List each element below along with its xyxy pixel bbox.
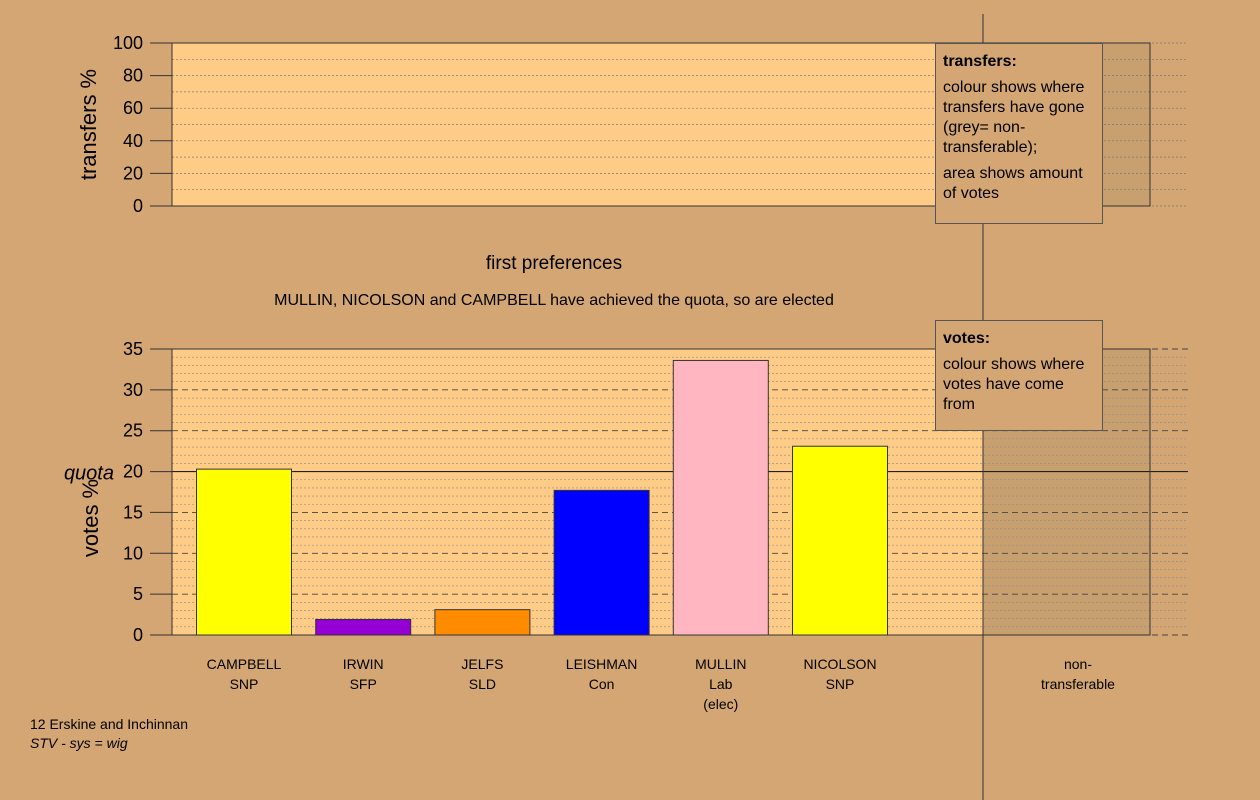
transfers-panel: 0 20 40 60 80 100 transfers % — [76, 33, 1188, 216]
bar-nicolson — [792, 445, 888, 636]
transfers-y-tick: 40 — [123, 131, 143, 151]
x-tick-label-nontransferable: transferable — [1041, 676, 1115, 692]
bar-leishman — [553, 489, 650, 636]
votes-y-tick: 10 — [123, 543, 143, 563]
footer: 12 Erskine and Inchinnan STV - sys = wig — [30, 715, 188, 753]
transfers-legend-title: transfers: — [943, 53, 1017, 70]
votes-y-label: votes % — [78, 479, 103, 557]
bar-campbell — [196, 468, 292, 636]
bar-mullin — [672, 359, 769, 636]
x-tick-label: Con — [589, 676, 615, 692]
votes-y-tick: 30 — [123, 380, 143, 400]
votes-y-tick: 20 — [123, 462, 143, 482]
transfers-y-label: transfers % — [76, 69, 101, 180]
x-tick-label: SFP — [350, 676, 377, 692]
transfers-legend: transfers: colour shows where transfers … — [935, 43, 1103, 224]
x-tick-label: SNP — [230, 676, 259, 692]
x-tick-label-nontransferable: non- — [1064, 656, 1092, 672]
transfers-y-tick: 80 — [123, 66, 143, 86]
x-tick-label: MULLIN — [695, 656, 746, 672]
x-tick-label: (elec) — [703, 696, 738, 712]
chart-title: first preferences — [486, 253, 622, 274]
votes-legend-title: votes: — [943, 330, 991, 347]
ward-name: 12 Erskine and Inchinnan — [30, 716, 188, 732]
votes-panel: CAMPBELL SNP IRWIN SFP JELFS SLD LEISHMAN Con MU… — [64, 339, 1188, 712]
x-tick-label: Lab — [709, 676, 733, 692]
x-tick-label: JELFS — [461, 656, 503, 672]
quota-label: quota — [64, 463, 114, 485]
transfers-y-tick: 20 — [123, 163, 143, 183]
x-tick-label: LEISHMAN — [566, 656, 638, 672]
transfers-legend-area-text: area shows amount of votes — [943, 165, 1083, 202]
transfers-y-tick: 100 — [113, 33, 143, 53]
votes-y-tick: 5 — [133, 584, 143, 604]
x-tick-label: CAMPBELL — [207, 656, 282, 672]
bar-jelfs — [434, 609, 531, 636]
transfers-legend-text: colour shows where transfers have gone (… — [943, 79, 1085, 156]
votes-legend-text: colour shows where votes have come from — [943, 356, 1085, 413]
x-tick-label: SNP — [826, 676, 855, 692]
x-tick-label: IRWIN — [343, 656, 384, 672]
transfers-frame — [171, 42, 1151, 207]
votes-y-tick: 15 — [123, 502, 143, 522]
system-label: STV - sys = wig — [30, 735, 128, 751]
votes-frame — [171, 348, 1151, 636]
votes-legend: votes: colour shows where votes have com… — [935, 320, 1103, 431]
transfers-y-tick: 0 — [133, 196, 143, 216]
votes-y-tick: 0 — [133, 625, 143, 645]
votes-y-tick: 25 — [123, 421, 143, 441]
votes-y-tick: 35 — [123, 339, 143, 359]
chart-subtitle: MULLIN, NICOLSON and CAMPBELL have achie… — [274, 292, 834, 309]
bar-irwin — [315, 618, 412, 636]
x-tick-label: SLD — [469, 676, 496, 692]
transfers-y-tick: 60 — [123, 98, 143, 118]
x-tick-label: NICOLSON — [803, 656, 876, 672]
